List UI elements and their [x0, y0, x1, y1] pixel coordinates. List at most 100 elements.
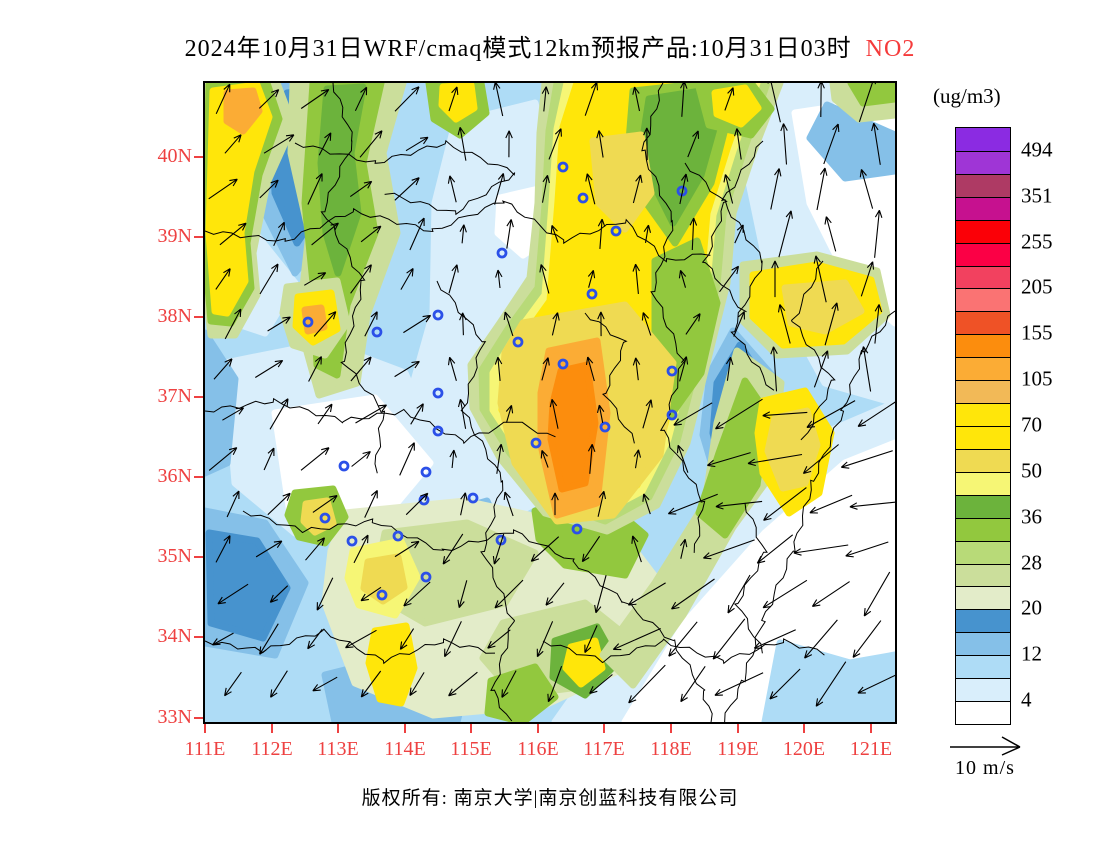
wind-arrow	[550, 225, 559, 243]
wind-arrow	[863, 571, 891, 617]
legend-cell	[956, 219, 1010, 243]
province-boundary	[294, 139, 516, 216]
wind-arrow	[364, 489, 378, 518]
legend-cell	[956, 448, 1010, 472]
wind-arrow	[460, 492, 468, 516]
wind-arrow	[403, 581, 431, 607]
city-marker	[418, 494, 430, 506]
legend-cell	[956, 609, 1010, 633]
wind-arrow	[541, 86, 550, 112]
lon-axis-label: 115E	[450, 738, 492, 760]
lon-tick	[737, 724, 739, 733]
wind-arrow	[311, 222, 339, 246]
wind-arrow	[354, 86, 368, 112]
wind-arrow	[762, 579, 808, 609]
wind-arrow	[804, 619, 838, 659]
wind-arrow	[536, 621, 554, 658]
wind-arrow	[212, 632, 234, 646]
wind-arrow	[734, 224, 744, 244]
wind-arrow	[627, 582, 666, 606]
city-marker	[599, 421, 611, 433]
wind-arrow	[857, 401, 895, 427]
wind-arrow	[215, 535, 231, 563]
contour-region	[764, 407, 821, 492]
wind-arrow	[364, 311, 378, 337]
legend-label: 155	[1021, 320, 1053, 345]
legend-cell	[956, 517, 1010, 541]
legend-label: 20	[1021, 595, 1042, 620]
wind-arrow	[506, 219, 514, 249]
wind-arrow	[811, 581, 850, 607]
wind-arrow	[259, 179, 279, 199]
wind-arrow	[678, 269, 687, 288]
legend-unit-label: (ug/m3)	[933, 84, 1001, 108]
wind-arrow	[584, 625, 598, 654]
province-boundary	[242, 510, 713, 722]
title-main: 2024年10月31日WRF/cmaq模式12km预报产品:10月31日03时	[184, 36, 852, 62]
lat-tick	[194, 556, 203, 558]
wind-arrow	[874, 209, 883, 258]
city-marker	[571, 523, 583, 535]
wind-arrow	[707, 452, 751, 468]
legend-cell	[956, 128, 1010, 151]
city-marker	[302, 316, 314, 328]
wind-arrow	[769, 668, 801, 700]
wind-arrow	[215, 268, 231, 290]
wind-arrow	[858, 83, 876, 122]
wind-arrow	[394, 540, 420, 558]
wind-arrow	[300, 88, 330, 109]
wind-arrow	[632, 86, 641, 112]
title-species: NO2	[865, 36, 916, 62]
wind-arrow	[258, 89, 280, 109]
wind-arrow	[313, 311, 337, 337]
contour-region	[300, 497, 337, 536]
wind-arrow	[685, 313, 701, 335]
wind-arrow	[350, 356, 372, 382]
wind-arrow	[269, 398, 289, 430]
province-boundary	[684, 162, 747, 313]
wind-arrow	[503, 491, 514, 517]
wind-arrow	[756, 534, 794, 564]
wind-arrow	[849, 501, 895, 510]
contour-region	[360, 553, 408, 605]
contour-region	[301, 304, 328, 335]
legend-cell	[956, 357, 1010, 381]
wind-scale-label: 10 m/s	[955, 757, 1015, 779]
wind-arrow	[642, 493, 651, 515]
city-marker	[577, 192, 589, 204]
legend-label: 4	[1021, 687, 1032, 712]
contour-region	[205, 83, 273, 317]
wind-arrow	[444, 621, 462, 658]
wind-arrow	[687, 130, 700, 158]
lat-tick	[194, 396, 203, 398]
city-marker	[432, 309, 444, 321]
wind-arrow	[505, 130, 513, 158]
wind-arrow	[494, 579, 524, 609]
wind-arrow	[871, 122, 881, 165]
wind-arrow	[263, 447, 275, 471]
wind-arrow	[503, 311, 514, 337]
lat-axis-label: 40N	[157, 145, 192, 168]
wind-arrow	[316, 577, 334, 611]
wind-arrow	[703, 539, 755, 560]
city-marker	[392, 530, 404, 542]
province-boundary	[720, 140, 775, 391]
wind-arrow	[394, 360, 420, 378]
wind-arrow	[539, 264, 550, 294]
wind-arrow	[815, 661, 847, 707]
wind-arrow	[259, 623, 279, 655]
wind-arrow	[813, 255, 827, 303]
wind-arrow	[457, 580, 468, 609]
wind-arrow	[824, 302, 839, 346]
wind-arrow	[541, 174, 550, 203]
contour-region	[547, 361, 599, 493]
wind-arrow	[770, 346, 778, 392]
lat-tick	[194, 717, 203, 719]
wind-arrow	[747, 453, 803, 467]
wind-arrow	[457, 126, 467, 161]
wind-arrow	[307, 173, 323, 205]
wind-arrow	[405, 136, 429, 152]
wind-arrow	[715, 398, 763, 430]
wind-scale-arrow-icon	[950, 736, 1021, 756]
city-marker	[319, 512, 331, 524]
